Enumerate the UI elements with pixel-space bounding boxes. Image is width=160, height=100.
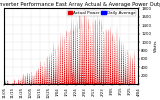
Legend: Actual Power, Daily Average: Actual Power, Daily Average — [67, 10, 136, 16]
Y-axis label: Watts: Watts — [154, 40, 158, 52]
Title: Solar PV/Inverter Performance East Array Actual & Average Power Output: Solar PV/Inverter Performance East Array… — [0, 2, 160, 7]
